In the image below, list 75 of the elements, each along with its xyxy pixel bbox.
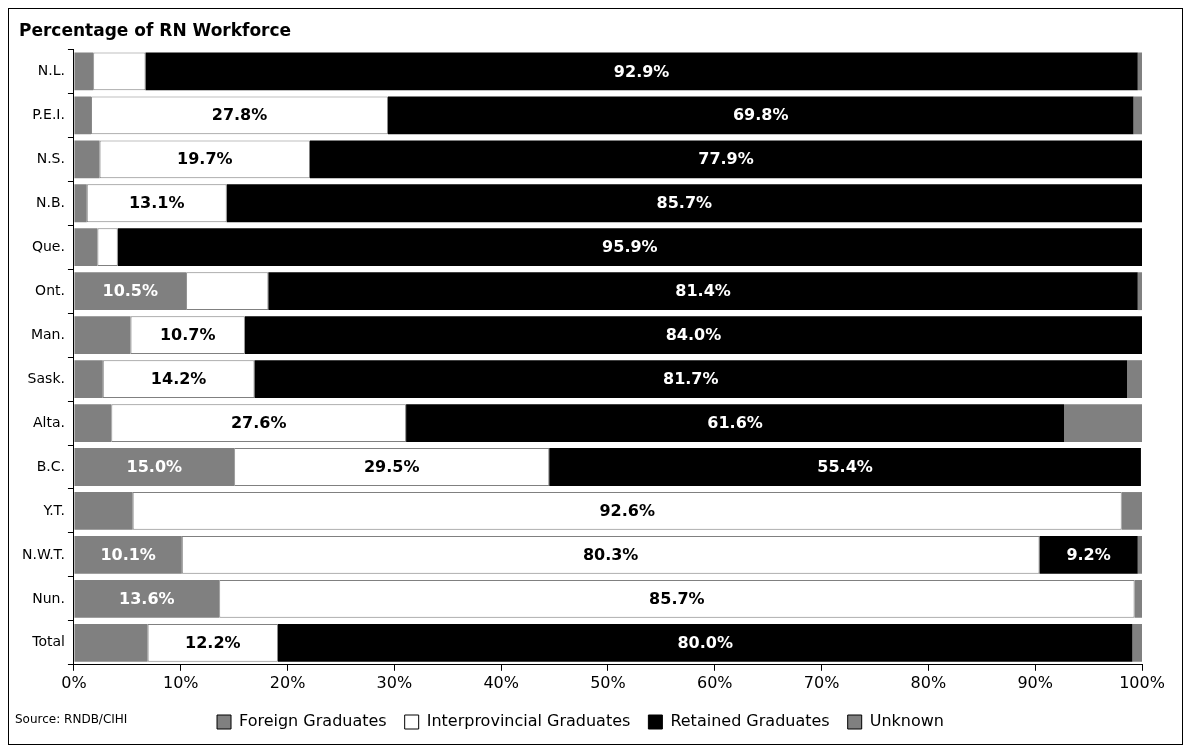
y-tick-label: Total — [31, 633, 65, 650]
data-label: 10.1% — [100, 545, 156, 565]
data-label: 19.7% — [177, 149, 233, 169]
y-tick-label: P.E.I. — [32, 105, 65, 122]
y-tick-label: B.C. — [36, 457, 65, 474]
legend-label: Foreign Graduates — [239, 711, 387, 731]
data-label: 81.7% — [662, 369, 719, 389]
x-tick-label: 80% — [910, 672, 947, 692]
y-tick-label: Ont. — [35, 281, 65, 298]
data-label: 13.1% — [128, 193, 185, 213]
bar — [254, 360, 1128, 398]
data-label: 81.4% — [675, 281, 731, 301]
data-label: 69.8% — [732, 105, 789, 125]
bar — [549, 448, 1141, 486]
y-tick-label: Alta. — [32, 413, 65, 430]
y-tick-label: N.S. — [36, 149, 65, 166]
legend-label: Retained Graduates — [670, 711, 830, 731]
data-label: 9.2% — [1066, 545, 1111, 565]
x-tick-label: 0% — [61, 672, 87, 692]
data-label: 77.9% — [698, 149, 754, 169]
bar — [1137, 52, 1142, 91]
data-label: 84.0% — [665, 325, 722, 345]
data-label: 55.4% — [817, 457, 873, 477]
x-tick-label: 30% — [376, 672, 413, 692]
data-label: 14.2% — [150, 369, 207, 389]
bar — [1133, 96, 1142, 135]
source-note: Source: RNDB/CIHI — [15, 712, 128, 727]
data-label: 92.6% — [599, 501, 655, 521]
legend-label: Interprovincial Graduates — [426, 711, 631, 731]
data-label: 12.2% — [185, 632, 241, 652]
data-label: 13.6% — [119, 589, 175, 609]
data-label: 10.7% — [159, 325, 216, 345]
y-tick-label: N.W.T. — [22, 545, 65, 562]
bar — [1127, 360, 1142, 398]
bar — [1137, 272, 1142, 311]
data-label: 10.5% — [102, 281, 159, 301]
data-label: 29.5% — [363, 457, 420, 477]
bar — [1132, 623, 1142, 662]
data-label: 85.7% — [649, 589, 705, 609]
y-tick-label: Y.T. — [42, 501, 65, 518]
data-label: 85.7% — [656, 193, 713, 213]
bar — [1064, 404, 1142, 442]
y-tick-label: Nun. — [32, 589, 65, 606]
bar — [226, 184, 1142, 223]
bar — [1039, 536, 1138, 574]
data-label: 92.9% — [613, 61, 670, 81]
x-tick-label: 60% — [697, 672, 733, 692]
bar — [1137, 536, 1142, 574]
bar — [277, 623, 1133, 662]
legend-label: Unknown — [869, 711, 944, 731]
x-tick-label: 50% — [590, 672, 626, 692]
y-tick-label: N.L. — [37, 62, 65, 79]
bar — [268, 272, 1138, 311]
x-tick-label: 90% — [1017, 672, 1053, 692]
data-label: 61.6% — [707, 413, 763, 433]
bar — [117, 228, 1142, 267]
y-tick-label: Que. — [31, 237, 65, 254]
y-tick-label: Man. — [30, 325, 65, 342]
x-tick-label: 70% — [803, 672, 840, 692]
bar — [406, 404, 1065, 442]
x-tick-label: 40% — [483, 672, 519, 692]
data-label: 15.0% — [126, 457, 183, 477]
x-tick-label: 100% — [1119, 672, 1165, 692]
y-tick-label: N.B. — [35, 193, 65, 210]
bar — [244, 316, 1142, 355]
chart-title: Percentage of RN Workforce — [19, 19, 292, 40]
data-label: 80.0% — [677, 632, 733, 652]
bar — [145, 52, 1138, 91]
data-label: 95.9% — [602, 237, 658, 257]
y-tick-label: Sask. — [27, 369, 65, 386]
data-label: 27.6% — [230, 413, 287, 433]
x-tick-label: 10% — [162, 672, 199, 692]
x-tick-label: 20% — [269, 672, 306, 692]
data-label: 27.8% — [211, 105, 268, 125]
data-label: 80.3% — [582, 545, 639, 565]
